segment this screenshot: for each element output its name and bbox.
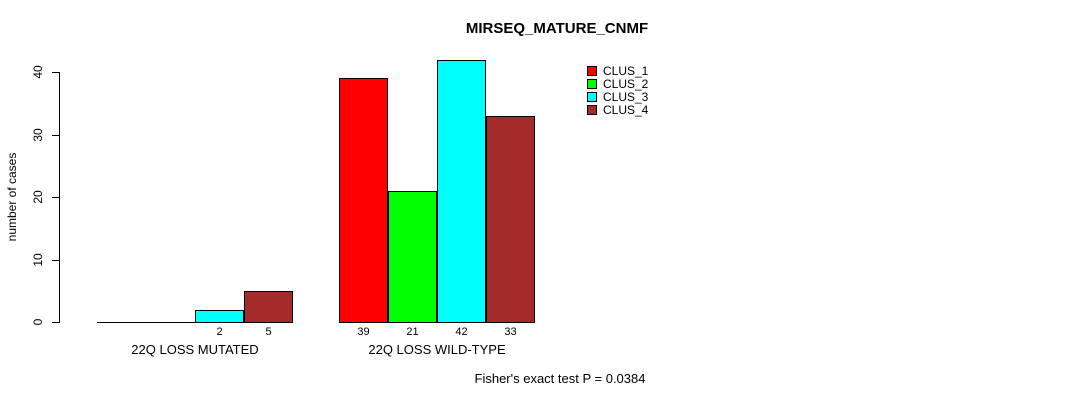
- legend-label: CLUS_4: [603, 102, 649, 117]
- bar-clus_4-group1: [244, 290, 293, 323]
- legend-item: CLUS_3: [587, 89, 649, 104]
- y-axis-tick: [52, 259, 59, 261]
- bar-clus_1-group1: [97, 322, 146, 323]
- legend-swatch: [587, 104, 597, 115]
- y-axis-label: number of cases: [5, 152, 19, 242]
- bar-value-label: 21: [406, 326, 419, 338]
- bar-value-label: 5: [265, 326, 272, 338]
- chart-title: MIRSEQ_MATURE_CNMF: [465, 20, 649, 37]
- footnote-text: Fisher's exact test P = 0.0384: [474, 371, 646, 386]
- legend-swatch: [587, 91, 597, 102]
- y-axis-tick: [52, 72, 59, 73]
- bar-value-label: 33: [504, 326, 517, 338]
- y-axis-tick: [52, 197, 59, 198]
- category-label: 22Q LOSS WILD-TYPE: [368, 342, 506, 357]
- legend-item: CLUS_4: [587, 102, 649, 117]
- bar-clus_2-group2: [388, 190, 437, 323]
- y-axis-tick-label: 20: [31, 190, 45, 204]
- legend-item: CLUS_2: [587, 76, 649, 91]
- legend-swatch: [587, 78, 597, 89]
- y-axis-tick: [52, 322, 59, 323]
- legend: CLUS_1 CLUS_2 CLUS_3 CLUS_4: [587, 63, 649, 117]
- bar-clus_1-group2: [339, 78, 388, 323]
- y-axis-tick-label: 40: [31, 65, 45, 79]
- bar-clus_3-group2: [437, 59, 486, 323]
- y-axis-tick-label: 30: [31, 127, 45, 142]
- legend-item: CLUS_1: [587, 63, 649, 78]
- y-axis-tick: [52, 134, 59, 136]
- bar-value-label: 2: [216, 326, 223, 338]
- legend-label: CLUS_1: [603, 63, 649, 78]
- bar-value-label: 39: [357, 326, 370, 338]
- category-label: 22Q LOSS MUTATED: [131, 342, 259, 357]
- bar-value-label: 42: [455, 326, 468, 338]
- bar-clus_4-group2: [486, 115, 535, 323]
- y-axis-tick-label: 10: [31, 252, 45, 267]
- y-axis-line: [59, 72, 60, 323]
- legend-label: CLUS_2: [603, 76, 649, 91]
- bar-clus_3-group1: [195, 309, 244, 323]
- bar-clus_2-group1: [146, 322, 195, 323]
- legend-label: CLUS_3: [603, 89, 649, 104]
- legend-swatch: [587, 65, 597, 76]
- y-axis-tick-label: 0: [31, 318, 45, 326]
